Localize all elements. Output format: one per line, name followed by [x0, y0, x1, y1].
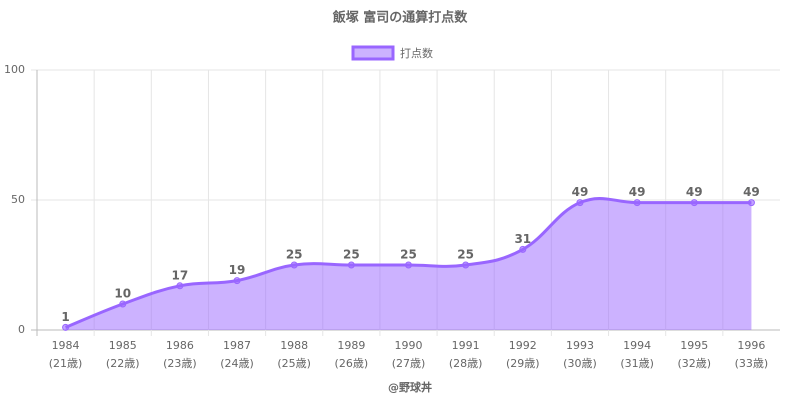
point	[176, 282, 184, 290]
x-tick-label: 1984	[52, 339, 80, 352]
x-tick-label: 1988	[280, 339, 308, 352]
x-tick-sublabel: (21歳)	[49, 357, 83, 370]
value-label: 49	[686, 185, 703, 199]
point	[119, 300, 127, 308]
point	[405, 261, 412, 269]
x-tick-label: 1987	[223, 339, 251, 352]
x-tick-sublabel: (33歳)	[735, 357, 769, 370]
value-label: 25	[400, 248, 417, 262]
area	[65, 198, 752, 330]
value-label: 19	[229, 263, 246, 277]
x-tick-sublabel: (31歳)	[620, 357, 654, 370]
x-tick-label: 1989	[337, 339, 365, 352]
x-tick-sublabel: (26歳)	[335, 357, 369, 370]
point	[747, 199, 755, 207]
x-tick-label: 1996	[737, 339, 765, 352]
legend-swatch	[351, 45, 395, 61]
x-tick-sublabel: (32歳)	[677, 357, 711, 370]
footer: @野球丼	[388, 380, 432, 394]
x-tick-sublabel: (24歳)	[220, 357, 254, 370]
point	[519, 245, 527, 253]
x-tick-sublabel: (22歳)	[106, 357, 140, 370]
point	[62, 323, 70, 331]
x-tick-label: 1994	[623, 339, 651, 352]
point	[462, 261, 470, 269]
value-label: 25	[286, 248, 303, 262]
legend-label: 打点数	[400, 46, 433, 60]
point	[690, 199, 698, 207]
x-tick-sublabel: (28歳)	[449, 357, 483, 370]
value-label: 25	[343, 248, 360, 262]
value-label: 31	[514, 232, 531, 246]
x-tick-label: 1993	[566, 339, 594, 352]
x-tick-sublabel: (23歳)	[163, 357, 197, 370]
x-tick-sublabel: (25歳)	[277, 357, 311, 370]
chart-title: 飯塚 富司の通算打点数	[332, 10, 469, 26]
point	[633, 199, 641, 207]
y-tick-label: 50	[11, 193, 25, 206]
point	[290, 261, 298, 269]
point	[576, 199, 584, 207]
y-tick-label: 100	[4, 63, 25, 76]
x-tick-label: 1992	[509, 339, 537, 352]
value-label: 25	[457, 248, 474, 262]
point	[347, 261, 355, 269]
value-label: 10	[114, 287, 131, 301]
point	[233, 277, 241, 285]
x-tick-label: 1990	[395, 339, 423, 352]
x-tick-label: 1995	[680, 339, 708, 352]
x-tick-label: 1985	[109, 339, 137, 352]
value-label: 49	[572, 185, 589, 199]
x-tick-sublabel: (29歳)	[506, 357, 540, 370]
x-tick-sublabel: (27歳)	[392, 357, 426, 370]
x-tick-sublabel: (30歳)	[563, 357, 597, 370]
value-label: 1	[61, 310, 69, 324]
y-tick-label: 0	[18, 323, 25, 336]
value-label: 17	[172, 268, 189, 282]
value-label: 49	[743, 185, 760, 199]
value-label: 49	[629, 185, 646, 199]
x-tick-label: 1991	[452, 339, 480, 352]
x-tick-label: 1986	[166, 339, 194, 352]
